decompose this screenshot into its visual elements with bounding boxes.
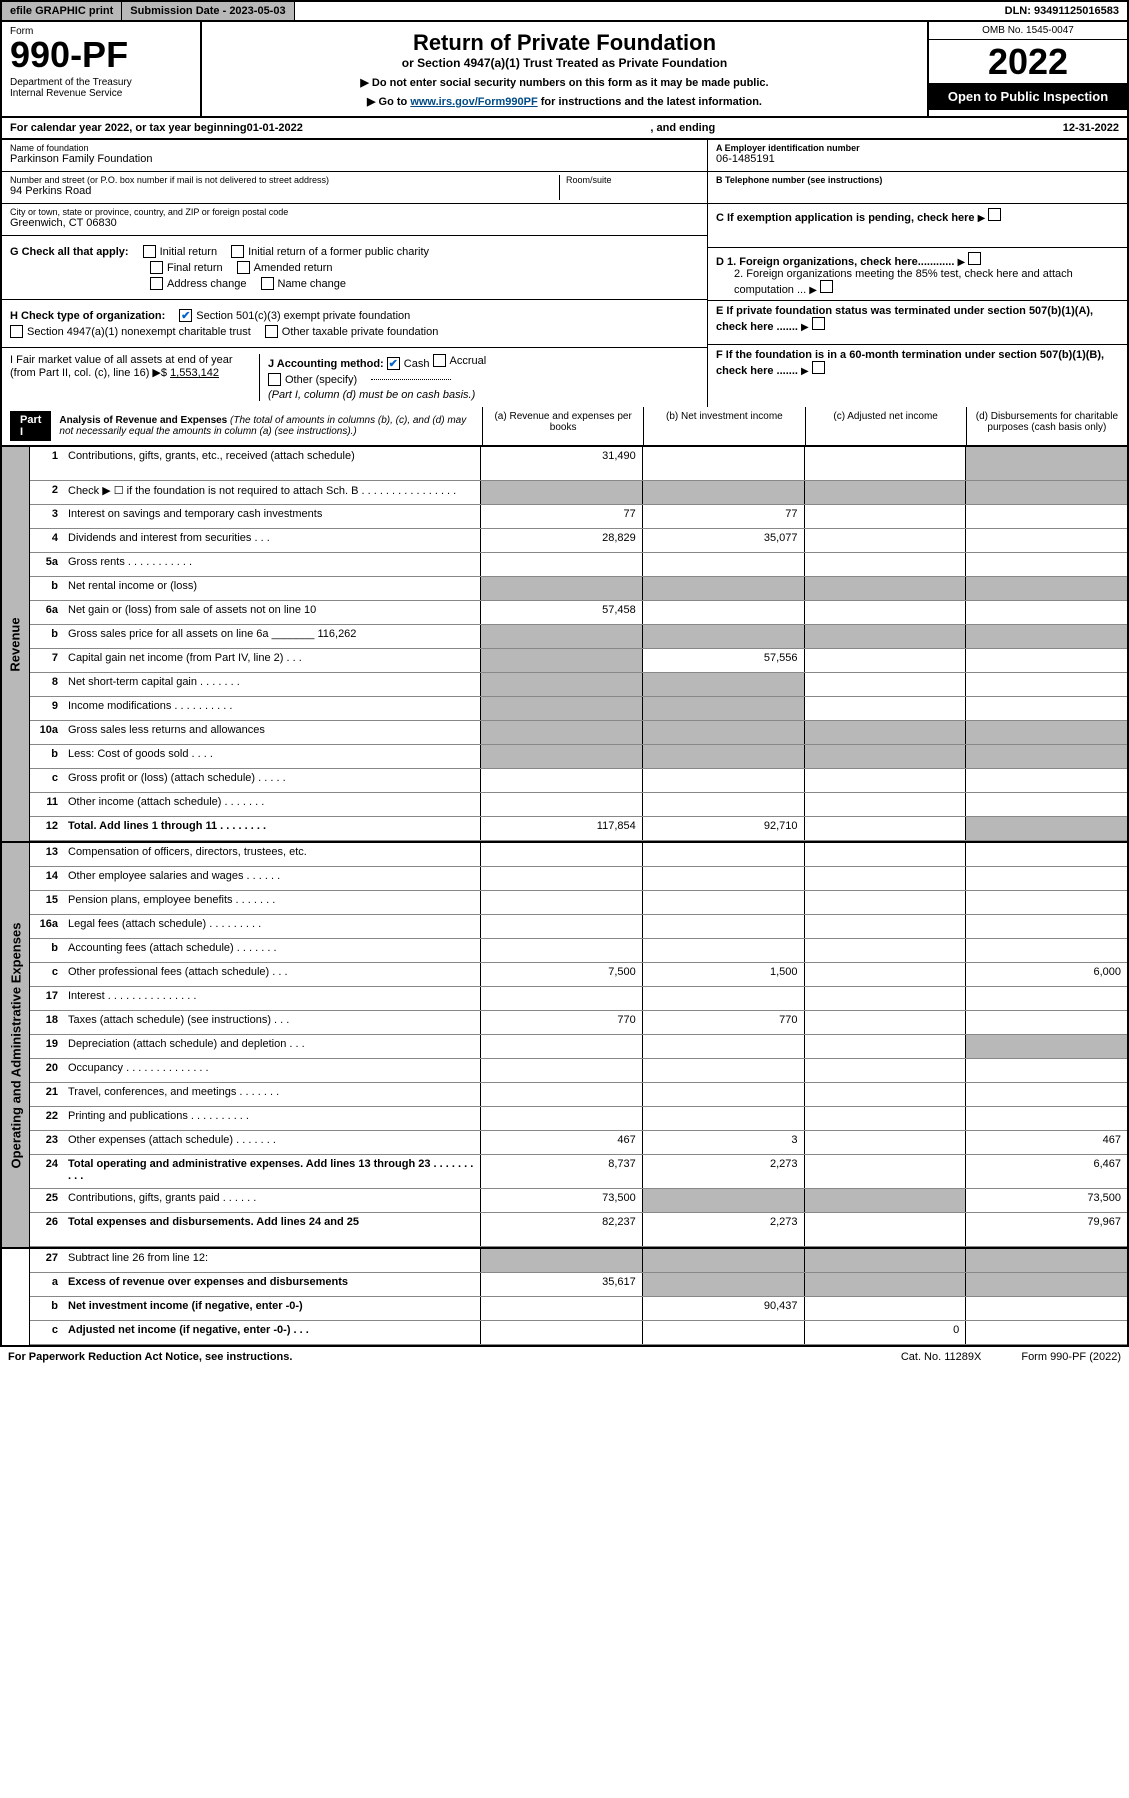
- line-2: 2Check ▶ ☐ if the foundation is not requ…: [30, 481, 1127, 505]
- tax-year: 2022: [929, 40, 1127, 83]
- chk-initial-return[interactable]: Initial return: [143, 245, 217, 258]
- line-25: 25Contributions, gifts, grants paid . . …: [30, 1189, 1127, 1213]
- phone-cell: B Telephone number (see instructions): [708, 172, 1127, 204]
- chk-initial-former[interactable]: Initial return of a former public charit…: [231, 245, 429, 258]
- chk-cash[interactable]: ✔Cash: [387, 357, 430, 370]
- line-11: 11Other income (attach schedule) . . . .…: [30, 793, 1127, 817]
- line-23: 23Other expenses (attach schedule) . . .…: [30, 1131, 1127, 1155]
- line-4: 4Dividends and interest from securities …: [30, 529, 1127, 553]
- chk-501c3[interactable]: ✔Section 501(c)(3) exempt private founda…: [179, 309, 410, 322]
- efile-label[interactable]: efile GRAPHIC print: [2, 2, 122, 20]
- line-26: 26Total expenses and disbursements. Add …: [30, 1213, 1127, 1247]
- chk-final[interactable]: Final return: [150, 261, 223, 274]
- chk-other-tax[interactable]: Other taxable private foundation: [265, 325, 439, 338]
- line-a: aExcess of revenue over expenses and dis…: [30, 1273, 1127, 1297]
- expenses-side-label: Operating and Administrative Expenses: [2, 843, 30, 1247]
- line-9: 9Income modifications . . . . . . . . . …: [30, 697, 1127, 721]
- part1-table: Revenue1Contributions, gifts, grants, et…: [0, 447, 1129, 1347]
- form-subtitle: or Section 4947(a)(1) Trust Treated as P…: [210, 56, 919, 70]
- section-h: H Check type of organization: ✔Section 5…: [2, 300, 707, 348]
- submission-date: Submission Date - 2023-05-03: [122, 2, 294, 20]
- col-c-header: (c) Adjusted net income: [805, 407, 966, 445]
- line-15: 15Pension plans, employee benefits . . .…: [30, 891, 1127, 915]
- line-3: 3Interest on savings and temporary cash …: [30, 505, 1127, 529]
- page-footer: For Paperwork Reduction Act Notice, see …: [0, 1347, 1129, 1367]
- chk-d2[interactable]: [820, 280, 833, 293]
- part1-badge: Part I: [10, 411, 51, 441]
- revenue-side-label: Revenue: [2, 447, 30, 841]
- line-c: cOther professional fees (attach schedul…: [30, 963, 1127, 987]
- footer-cat: Cat. No. 11289X: [901, 1351, 982, 1363]
- dln: DLN: 93491125016583: [997, 2, 1127, 20]
- line-5a: 5aGross rents . . . . . . . . . . .: [30, 553, 1127, 577]
- line-19: 19Depreciation (attach schedule) and dep…: [30, 1035, 1127, 1059]
- line-b: bNet rental income or (loss): [30, 577, 1127, 601]
- section-d: D 1. Foreign organizations, check here..…: [708, 248, 1127, 301]
- dept-label: Department of the TreasuryInternal Reven…: [10, 77, 192, 99]
- info-grid: Name of foundation Parkinson Family Foun…: [0, 140, 1129, 407]
- section-c: C If exemption application is pending, c…: [708, 204, 1127, 248]
- line-b: bGross sales price for all assets on lin…: [30, 625, 1127, 649]
- chk-c[interactable]: [988, 208, 1001, 221]
- city-cell: City or town, state or province, country…: [2, 204, 707, 236]
- chk-address[interactable]: Address change: [150, 277, 247, 290]
- col-a-header: (a) Revenue and expenses per books: [482, 407, 643, 445]
- ein-cell: A Employer identification number 06-1485…: [708, 140, 1127, 172]
- line-10a: 10aGross sales less returns and allowanc…: [30, 721, 1127, 745]
- foundation-name-cell: Name of foundation Parkinson Family Foun…: [2, 140, 707, 172]
- line-22: 22Printing and publications . . . . . . …: [30, 1107, 1127, 1131]
- chk-d1[interactable]: [968, 252, 981, 265]
- chk-e[interactable]: [812, 317, 825, 330]
- col-d-header: (d) Disbursements for charitable purpose…: [966, 407, 1127, 445]
- chk-other-method[interactable]: Other (specify): [268, 373, 357, 386]
- line-27: 27Subtract line 26 from line 12:: [30, 1249, 1127, 1273]
- section-f: F If the foundation is in a 60-month ter…: [708, 345, 1127, 389]
- line-12: 12Total. Add lines 1 through 11 . . . . …: [30, 817, 1127, 841]
- footer-left: For Paperwork Reduction Act Notice, see …: [8, 1351, 292, 1363]
- line-14: 14Other employee salaries and wages . . …: [30, 867, 1127, 891]
- instr2: ▶ Go to www.irs.gov/Form990PF for instru…: [210, 95, 919, 108]
- chk-accrual[interactable]: Accrual: [433, 354, 487, 367]
- line-13: 13Compensation of officers, directors, t…: [30, 843, 1127, 867]
- section-e: E If private foundation status was termi…: [708, 301, 1127, 345]
- line-b: bAccounting fees (attach schedule) . . .…: [30, 939, 1127, 963]
- section-ij: I Fair market value of all assets at end…: [2, 348, 707, 407]
- line-c: cGross profit or (loss) (attach schedule…: [30, 769, 1127, 793]
- form-title: Return of Private Foundation: [210, 30, 919, 56]
- chk-4947[interactable]: Section 4947(a)(1) nonexempt charitable …: [10, 325, 251, 338]
- form-number: 990-PF: [10, 37, 192, 73]
- line-b: bLess: Cost of goods sold . . . .: [30, 745, 1127, 769]
- footer-form: Form 990-PF (2022): [1021, 1351, 1121, 1363]
- instr1: ▶ Do not enter social security numbers o…: [210, 76, 919, 89]
- line-18: 18Taxes (attach schedule) (see instructi…: [30, 1011, 1127, 1035]
- line-20: 20Occupancy . . . . . . . . . . . . . .: [30, 1059, 1127, 1083]
- form-header: Form 990-PF Department of the TreasuryIn…: [0, 22, 1129, 118]
- line-1: 1Contributions, gifts, grants, etc., rec…: [30, 447, 1127, 481]
- open-public-badge: Open to Public Inspection: [929, 83, 1127, 110]
- chk-f[interactable]: [812, 361, 825, 374]
- calendar-year-row: For calendar year 2022, or tax year begi…: [0, 118, 1129, 140]
- line-b: bNet investment income (if negative, ent…: [30, 1297, 1127, 1321]
- col-b-header: (b) Net investment income: [643, 407, 804, 445]
- omb-number: OMB No. 1545-0047: [929, 22, 1127, 40]
- line-6a: 6aNet gain or (loss) from sale of assets…: [30, 601, 1127, 625]
- line-17: 17Interest . . . . . . . . . . . . . . .: [30, 987, 1127, 1011]
- address-cell: Number and street (or P.O. box number if…: [2, 172, 707, 204]
- form-link[interactable]: www.irs.gov/Form990PF: [410, 96, 537, 108]
- part1-header: Part I Analysis of Revenue and Expenses …: [0, 407, 1129, 447]
- line-24: 24Total operating and administrative exp…: [30, 1155, 1127, 1189]
- chk-amended[interactable]: Amended return: [237, 261, 333, 274]
- line-8: 8Net short-term capital gain . . . . . .…: [30, 673, 1127, 697]
- line-7: 7Capital gain net income (from Part IV, …: [30, 649, 1127, 673]
- line-16a: 16aLegal fees (attach schedule) . . . . …: [30, 915, 1127, 939]
- top-bar: efile GRAPHIC print Submission Date - 20…: [0, 0, 1129, 22]
- section-g: G Check all that apply: Initial return I…: [2, 236, 707, 300]
- line-21: 21Travel, conferences, and meetings . . …: [30, 1083, 1127, 1107]
- chk-name[interactable]: Name change: [261, 277, 347, 290]
- line-c: cAdjusted net income (if negative, enter…: [30, 1321, 1127, 1345]
